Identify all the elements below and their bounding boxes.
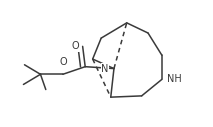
Text: N: N [101, 64, 109, 74]
Text: O: O [72, 41, 79, 51]
Text: NH: NH [167, 74, 182, 84]
Text: O: O [59, 57, 67, 67]
